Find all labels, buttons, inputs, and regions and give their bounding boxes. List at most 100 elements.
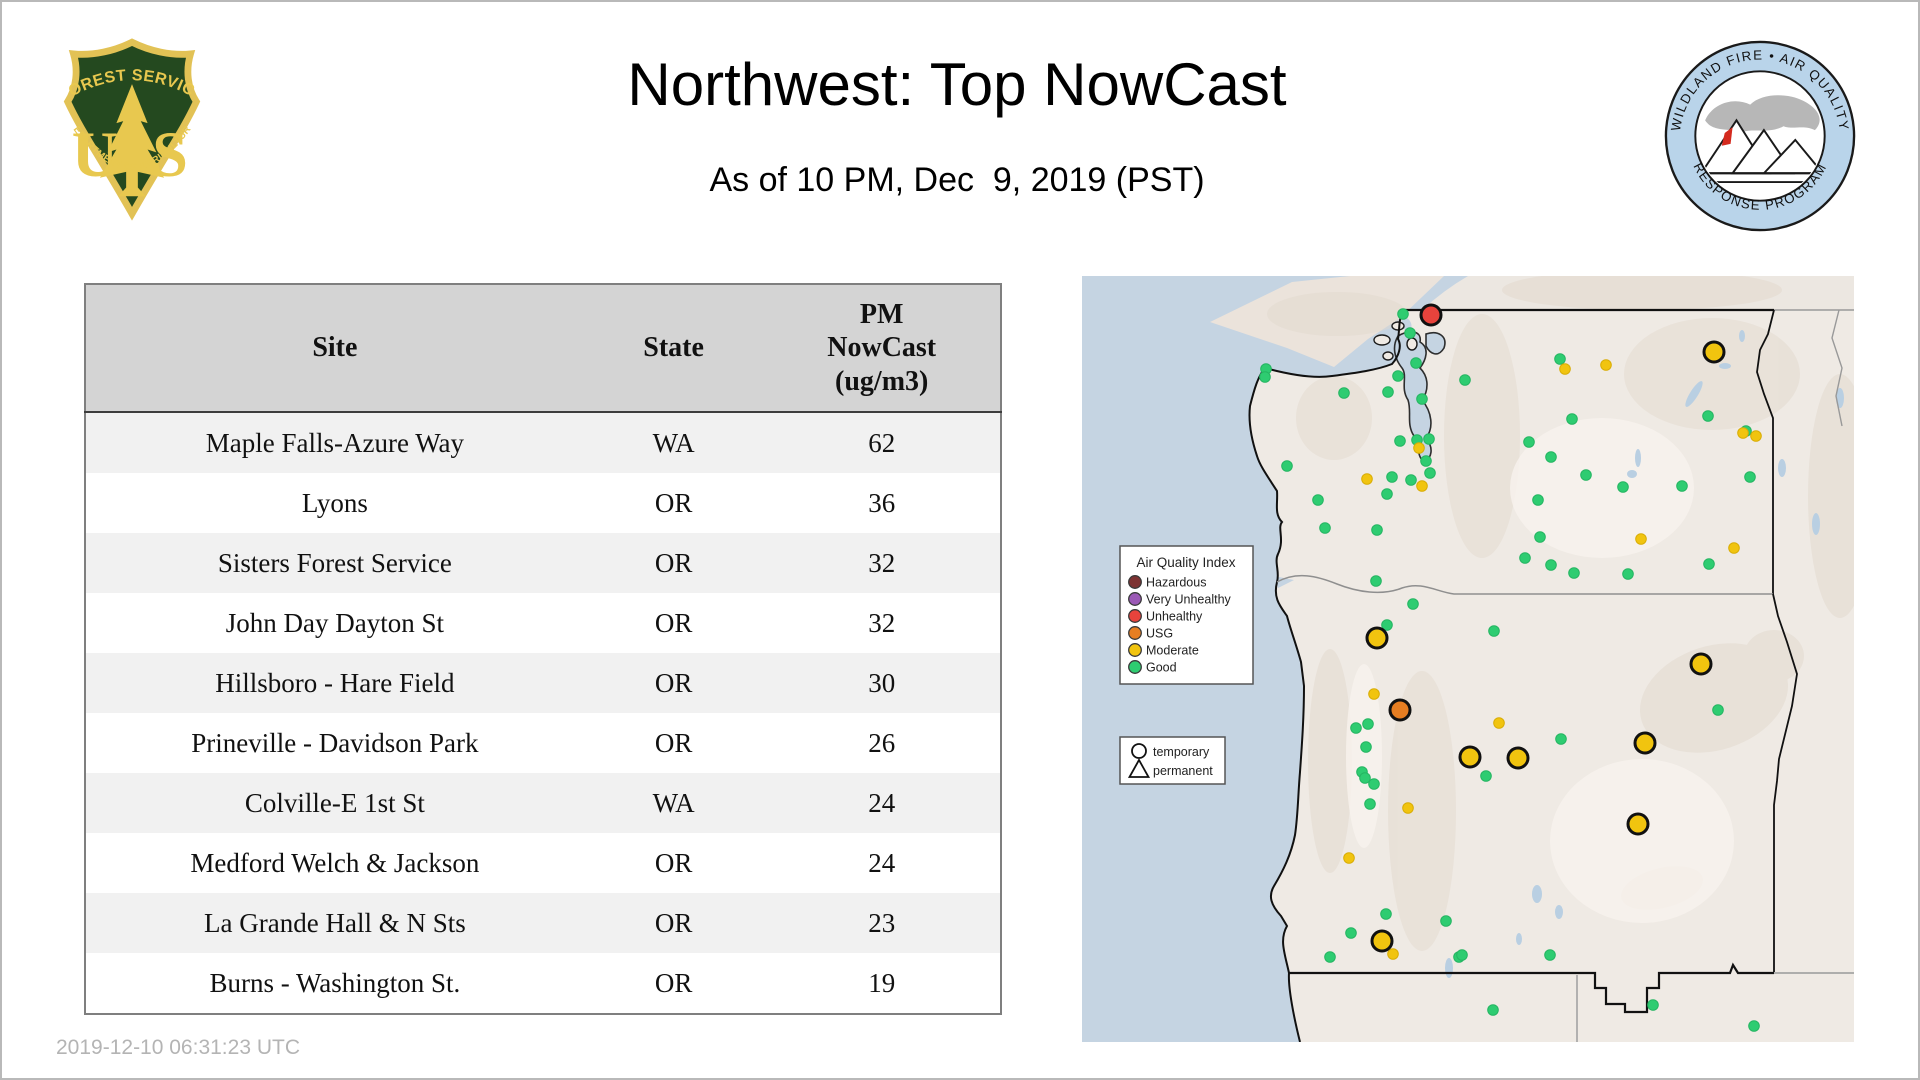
good-monitor-dot bbox=[1382, 386, 1394, 398]
good-monitor-dot bbox=[1545, 451, 1557, 463]
header-state: State bbox=[583, 284, 764, 413]
pacific-coastline bbox=[1248, 309, 1405, 1042]
good-monitor-dot bbox=[1381, 488, 1393, 500]
top-site-marker bbox=[1370, 929, 1394, 953]
nowcast-table: Site State PM NowCast (ug/m3) Maple Fall… bbox=[84, 283, 1002, 1015]
aqi-legend-title: Air Quality Index bbox=[1136, 555, 1235, 570]
good-monitor-dot bbox=[1416, 393, 1428, 405]
good-monitor-dot bbox=[1519, 552, 1531, 564]
flame-icon bbox=[1721, 127, 1733, 146]
aqi-legend-label: Very Unhealthy bbox=[1146, 593, 1232, 607]
good-monitor-dot bbox=[1405, 474, 1417, 486]
state-cell: OR bbox=[654, 487, 693, 518]
good-monitor-dot bbox=[1281, 460, 1293, 472]
table-row: Maple Falls-Azure Way WA 62 bbox=[85, 412, 1001, 473]
state-cell: WA bbox=[583, 412, 764, 473]
aqi-legend-label: USG bbox=[1146, 627, 1173, 641]
forest-service-shield-icon: FOREST SERVICE U S DEPARTMENT OF AGRICUL… bbox=[48, 21, 201, 221]
wfaqrp-logo-icon: WILDLAND FIRE • AIR QUALITY RESPONSE PRO… bbox=[1664, 40, 1856, 232]
top-site-marker bbox=[1458, 745, 1482, 769]
top-site-marker bbox=[1689, 652, 1713, 676]
header: Northwest: Top NowCast As of 10 PM, Dec … bbox=[257, 50, 1657, 200]
good-monitor-dot bbox=[1360, 741, 1372, 753]
vancouver-island bbox=[1210, 276, 1444, 367]
moderate-monitor-dot bbox=[1559, 363, 1571, 375]
moderate-monitor-dot bbox=[1635, 533, 1647, 545]
good-monitor-dot bbox=[1617, 481, 1629, 493]
wfaqrp-logo: WILDLAND FIRE • AIR QUALITY RESPONSE PRO… bbox=[1662, 38, 1858, 234]
table-row: Burns - Washington St. OR 19 bbox=[85, 953, 1001, 1014]
state-cell: OR bbox=[654, 967, 693, 998]
good-monitor-dot bbox=[1676, 480, 1688, 492]
site-cell: La Grande Hall & N Sts bbox=[85, 893, 584, 953]
moderate-monitor-dot bbox=[1416, 480, 1428, 492]
good-monitor-dot bbox=[1380, 908, 1392, 920]
state-cell: OR bbox=[583, 653, 764, 713]
moderate-monitor-dots bbox=[1343, 359, 1762, 960]
nowcast-table-container: Site State PM NowCast (ug/m3) Maple Fall… bbox=[84, 283, 1002, 1015]
aqi-legend-label: Moderate bbox=[1146, 644, 1199, 658]
top-site-marker bbox=[1626, 812, 1650, 836]
temporary-marker-icon bbox=[1131, 743, 1147, 759]
terrain-shading bbox=[1296, 314, 1854, 951]
monitor-type-legend: temporary permanent bbox=[1119, 736, 1226, 785]
site-cell: Medford Welch & Jackson bbox=[190, 847, 480, 878]
aqi-legend-label: Hazardous bbox=[1146, 576, 1206, 590]
good-monitor-dot bbox=[1407, 598, 1419, 610]
pm-cell: 26 bbox=[868, 727, 896, 758]
good-monitor-dot bbox=[1480, 770, 1492, 782]
good-monitor-dot bbox=[1404, 327, 1416, 339]
good-monitor-dot bbox=[1312, 494, 1324, 506]
good-monitor-dot bbox=[1568, 567, 1580, 579]
table-row: Sisters Forest Service OR 32 bbox=[85, 533, 1001, 593]
pm-cell: 24 bbox=[763, 773, 1001, 833]
moderate-monitor-dot bbox=[1402, 802, 1414, 814]
site-cell: Prineville - Davidson Park bbox=[191, 727, 479, 758]
good-monitor-dot bbox=[1456, 949, 1468, 961]
good-monitor-dot bbox=[1459, 374, 1471, 386]
site-cell: John Day Dayton St bbox=[225, 607, 445, 638]
good-monitor-dot bbox=[1394, 435, 1406, 447]
good-monitor-dot bbox=[1532, 494, 1544, 506]
good-monitor-dot bbox=[1544, 949, 1556, 961]
top-site-marker bbox=[1365, 626, 1389, 650]
good-swatch-icon bbox=[1128, 660, 1142, 674]
fs-logo-u: U bbox=[72, 119, 118, 190]
good-monitor-dot bbox=[1386, 471, 1398, 483]
good-monitor-dot bbox=[1424, 467, 1436, 479]
good-monitor-dot bbox=[1440, 915, 1452, 927]
permanent-marker-icon bbox=[1127, 758, 1151, 778]
pm-cell: 30 bbox=[763, 653, 1001, 713]
good-monitor-dot bbox=[1647, 999, 1659, 1011]
page-title: Northwest: Top NowCast bbox=[627, 51, 1287, 118]
good-monitor-dots bbox=[1259, 308, 1760, 1032]
good-monitor-dot bbox=[1370, 575, 1382, 587]
good-monitor-dot bbox=[1712, 704, 1724, 716]
header-pm: PM NowCast (ug/m3) bbox=[763, 284, 1001, 413]
good-monitor-dot bbox=[1397, 308, 1409, 320]
pm-cell: 23 bbox=[763, 893, 1001, 953]
good-monitor-dot bbox=[1338, 387, 1350, 399]
site-cell: Maple Falls-Azure Way bbox=[85, 412, 584, 473]
state-cell: OR bbox=[654, 847, 693, 878]
table-row: John Day Dayton St OR 32 bbox=[85, 593, 1001, 653]
top-site-marker bbox=[1388, 698, 1412, 722]
moderate-monitor-dot bbox=[1750, 430, 1762, 442]
header-site: Site bbox=[85, 284, 584, 413]
good-monitor-dot bbox=[1392, 370, 1404, 382]
good-monitor-dot bbox=[1488, 625, 1500, 637]
coastline-detail bbox=[1393, 330, 1446, 463]
top-site-marker bbox=[1633, 731, 1657, 755]
moderate-monitor-dot bbox=[1493, 717, 1505, 729]
pm-cell: 32 bbox=[763, 533, 1001, 593]
table-row: Prineville - Davidson Park OR 26 bbox=[85, 713, 1001, 773]
good-monitor-dot bbox=[1350, 722, 1362, 734]
pm-cell: 19 bbox=[868, 967, 896, 998]
top-site-marker bbox=[1702, 340, 1726, 364]
moderate-monitor-dot bbox=[1387, 948, 1399, 960]
table-row: Medford Welch & Jackson OR 24 bbox=[85, 833, 1001, 893]
top-site-marker bbox=[1419, 303, 1443, 327]
hazardous-swatch-icon bbox=[1128, 575, 1142, 589]
pm-cell: 62 bbox=[763, 412, 1001, 473]
